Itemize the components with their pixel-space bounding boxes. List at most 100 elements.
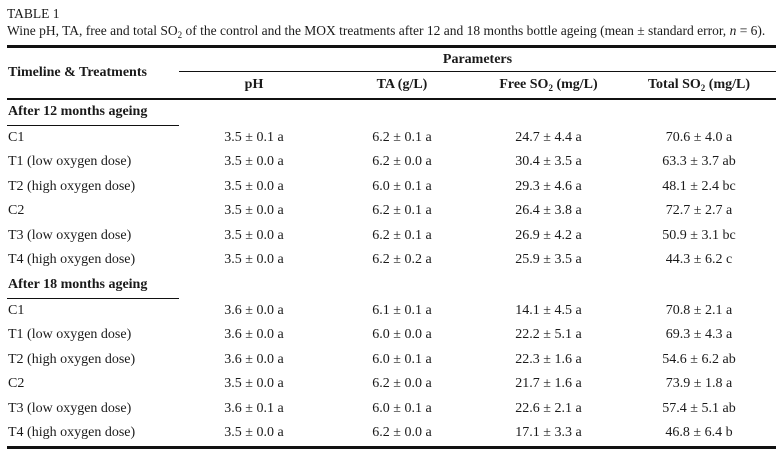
table-row-12mo-t1: T1 (low oxygen dose) 3.5 ± 0.0 a 6.2 ± 0… xyxy=(7,150,776,175)
cell-ph: 3.5 ± 0.0 a xyxy=(224,425,284,441)
row-label: T3 (low oxygen dose) xyxy=(8,227,132,243)
cell-ph: 3.5 ± 0.0 a xyxy=(224,178,284,194)
cell-ta: 6.2 ± 0.0 a xyxy=(372,154,432,170)
header-total-so2-unit: (mg/L) xyxy=(705,76,750,92)
cell-ta: 6.0 ± 0.1 a xyxy=(372,178,432,194)
row-label: C2 xyxy=(8,203,25,219)
header-free-so2-sub: 2 xyxy=(548,82,553,93)
row-label: T3 (low oxygen dose) xyxy=(8,400,132,416)
cell-ph: 3.5 ± 0.0 a xyxy=(224,154,284,170)
cell-total-so2: 44.3 ± 6.2 c xyxy=(665,252,733,268)
row-label: T4 (high oxygen dose) xyxy=(8,252,136,268)
row-label: C1 xyxy=(8,302,25,318)
cell-ta: 6.2 ± 0.2 a xyxy=(372,252,432,268)
caption-text-1: Wine pH, TA, free and total SO xyxy=(7,23,178,38)
cell-total-so2: 46.8 ± 6.4 b xyxy=(665,425,733,441)
cell-total-so2: 70.6 ± 4.0 a xyxy=(665,129,733,145)
cell-ta: 6.2 ± 0.0 a xyxy=(372,425,432,441)
cell-free-so2: 26.9 ± 4.2 a xyxy=(515,227,582,243)
cell-free-so2: 22.2 ± 5.1 a xyxy=(515,327,582,343)
table-row-18mo-t2: T2 (high oxygen dose) 3.6 ± 0.0 a 6.0 ± … xyxy=(7,348,776,373)
table-caption: Wine pH, TA, free and total SO2 of the c… xyxy=(7,22,776,40)
cell-ta: 6.2 ± 0.1 a xyxy=(372,129,432,145)
table-row-12mo-c2: C2 3.5 ± 0.0 a 6.2 ± 0.1 a 26.4 ± 3.8 a … xyxy=(7,199,776,224)
row-label: T2 (high oxygen dose) xyxy=(8,178,136,194)
caption-n-symbol: n xyxy=(729,23,737,38)
header-total-so2: Total SO2 (mg/L) xyxy=(622,71,776,100)
table-row-12mo-c1: C1 3.5 ± 0.1 a 6.2 ± 0.1 a 24.7 ± 4.4 a … xyxy=(7,125,776,150)
cell-total-so2: 57.4 ± 5.1 ab xyxy=(662,400,736,416)
section-header-12-months: After 12 months ageing xyxy=(7,98,776,126)
cell-ph: 3.5 ± 0.1 a xyxy=(224,129,284,145)
caption-subscript-so2: 2 xyxy=(177,30,183,40)
cell-ta: 6.0 ± 0.1 a xyxy=(372,351,432,367)
cell-total-so2: 63.3 ± 3.7 ab xyxy=(662,154,736,170)
caption-text-2: of the control and the MOX treatments af… xyxy=(182,23,730,38)
cell-free-so2: 30.4 ± 3.5 a xyxy=(515,154,582,170)
row-label: T4 (high oxygen dose) xyxy=(8,425,136,441)
cell-ta: 6.2 ± 0.1 a xyxy=(372,227,432,243)
cell-ph: 3.6 ± 0.0 a xyxy=(224,327,284,343)
cell-total-so2: 69.3 ± 4.3 a xyxy=(665,327,733,343)
section-title: After 18 months ageing xyxy=(7,272,179,299)
header-free-so2: Free SO2 (mg/L) xyxy=(475,71,622,100)
header-parameters: Parameters xyxy=(179,46,776,72)
header-ta-text: TA (g/L) xyxy=(376,76,428,92)
cell-total-so2: 54.6 ± 6.2 ab xyxy=(662,351,736,367)
cell-ph: 3.6 ± 0.0 a xyxy=(224,302,284,318)
table-row-18mo-t4: T4 (high oxygen dose) 3.5 ± 0.0 a 6.2 ± … xyxy=(7,421,776,447)
header-total-so2-sub: 2 xyxy=(700,82,706,93)
cell-free-so2: 21.7 ± 1.6 a xyxy=(515,376,582,392)
cell-total-so2: 72.7 ± 2.7 a xyxy=(665,203,733,219)
cell-free-so2: 22.3 ± 1.6 a xyxy=(515,351,582,367)
header-ph-text: pH xyxy=(244,76,264,92)
cell-free-so2: 22.6 ± 2.1 a xyxy=(515,400,582,416)
row-label: T2 (high oxygen dose) xyxy=(8,351,136,367)
table-row-12mo-t4: T4 (high oxygen dose) 3.5 ± 0.0 a 6.2 ± … xyxy=(7,248,776,273)
cell-total-so2: 48.1 ± 2.4 bc xyxy=(662,178,736,194)
row-label: C2 xyxy=(8,376,25,392)
cell-total-so2: 70.8 ± 2.1 a xyxy=(665,302,733,318)
section-title: After 12 months ageing xyxy=(7,98,179,126)
header-total-so2-text: Total SO xyxy=(648,76,701,92)
cell-ph: 3.5 ± 0.0 a xyxy=(224,227,284,243)
table-row-18mo-t3: T3 (low oxygen dose) 3.6 ± 0.1 a 6.0 ± 0… xyxy=(7,397,776,422)
cell-free-so2: 17.1 ± 3.3 a xyxy=(515,425,582,441)
table-row-18mo-t1: T1 (low oxygen dose) 3.6 ± 0.0 a 6.0 ± 0… xyxy=(7,323,776,348)
row-label: C1 xyxy=(8,129,25,145)
cell-ph: 3.6 ± 0.0 a xyxy=(224,351,284,367)
cell-ta: 6.2 ± 0.1 a xyxy=(372,203,432,219)
cell-ph: 3.5 ± 0.0 a xyxy=(224,376,284,392)
header-ph: pH xyxy=(179,71,329,100)
cell-ph: 3.6 ± 0.1 a xyxy=(224,400,284,416)
header-ta: TA (g/L) xyxy=(329,71,475,100)
header-columns-row: pH TA (g/L) Free SO2 (mg/L) Total SO2 (m… xyxy=(7,71,776,100)
table-row-12mo-t3: T3 (low oxygen dose) 3.5 ± 0.0 a 6.2 ± 0… xyxy=(7,224,776,249)
cell-total-so2: 50.9 ± 3.1 bc xyxy=(662,227,736,243)
cell-total-so2: 73.9 ± 1.8 a xyxy=(665,376,733,392)
cell-free-so2: 24.7 ± 4.4 a xyxy=(515,129,582,145)
caption-text-3: = 6). xyxy=(736,23,766,38)
cell-ph: 3.5 ± 0.0 a xyxy=(224,252,284,268)
row-label: T1 (low oxygen dose) xyxy=(8,327,132,343)
header-free-so2-unit: (mg/L) xyxy=(552,76,598,92)
header-timeline-treatments: Timeline & Treatments xyxy=(7,46,179,100)
results-table: Timeline & Treatments Parameters pH TA (… xyxy=(7,44,776,449)
table-row-18mo-c2: C2 3.5 ± 0.0 a 6.2 ± 0.0 a 21.7 ± 1.6 a … xyxy=(7,372,776,397)
cell-ph: 3.5 ± 0.0 a xyxy=(224,203,284,219)
cell-free-so2: 26.4 ± 3.8 a xyxy=(515,203,582,219)
cell-ta: 6.1 ± 0.1 a xyxy=(372,302,432,318)
table-row-12mo-t2: T2 (high oxygen dose) 3.5 ± 0.0 a 6.0 ± … xyxy=(7,175,776,200)
cell-ta: 6.0 ± 0.1 a xyxy=(372,400,432,416)
cell-free-so2: 29.3 ± 4.6 a xyxy=(515,178,582,194)
cell-ta: 6.2 ± 0.0 a xyxy=(372,376,432,392)
cell-free-so2: 25.9 ± 3.5 a xyxy=(515,252,582,268)
row-label: T1 (low oxygen dose) xyxy=(8,154,132,170)
section-header-18-months: After 18 months ageing xyxy=(7,272,776,299)
header-group-row: Timeline & Treatments Parameters xyxy=(7,46,776,100)
cell-ta: 6.0 ± 0.0 a xyxy=(372,327,432,343)
table-row-18mo-c1: C1 3.6 ± 0.0 a 6.1 ± 0.1 a 14.1 ± 4.5 a … xyxy=(7,298,776,323)
table-number-label: TABLE 1 xyxy=(7,6,60,21)
header-free-so2-text: Free SO xyxy=(499,76,549,92)
